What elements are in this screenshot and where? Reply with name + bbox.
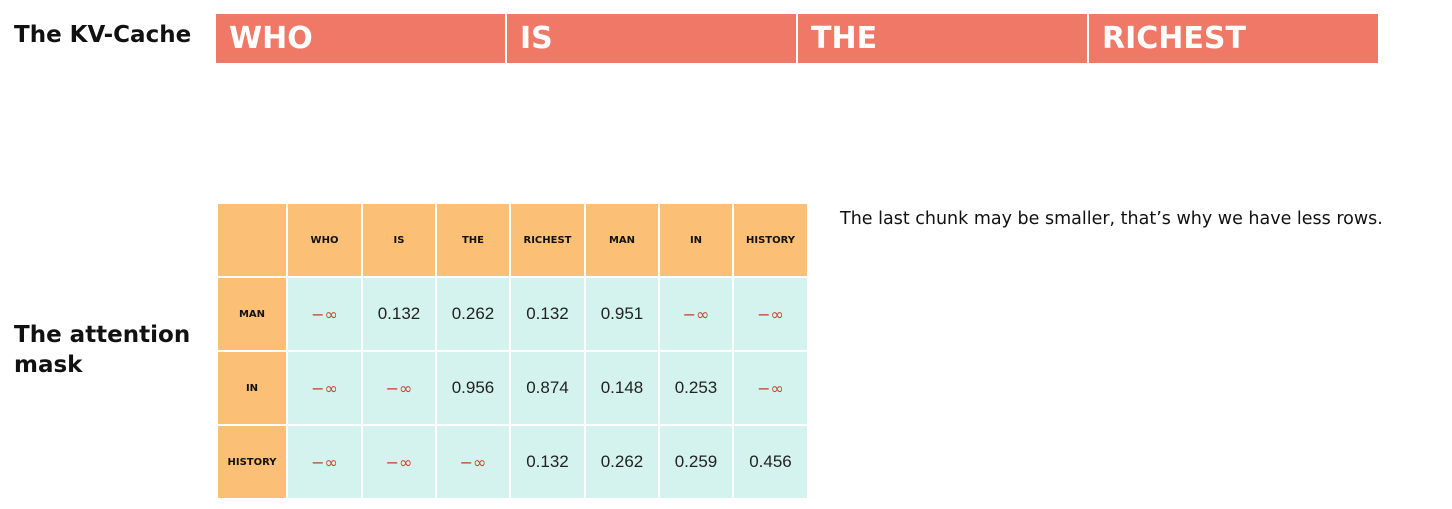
mask-cell: 0.132 [361, 276, 437, 352]
mask-cell: 0.253 [658, 350, 734, 426]
note-text: The last chunk may be smaller, that’s wh… [840, 209, 1383, 229]
mask-cell: 0.148 [584, 350, 660, 426]
mask-row-header: IN [216, 350, 288, 426]
kv-cache-bar: WHO IS THE RICHEST [216, 14, 1378, 63]
mask-cell: −∞ [361, 424, 437, 500]
kv-cache-token: RICHEST [1089, 14, 1378, 63]
mask-cell: −∞ [286, 424, 363, 500]
mask-cell: 0.456 [732, 424, 809, 500]
mask-column-header: MAN [584, 202, 660, 278]
kv-cache-token: IS [507, 14, 798, 63]
mask-row: MAN −∞ 0.132 0.262 0.132 0.951 −∞ −∞ [216, 276, 809, 352]
mask-row-header: HISTORY [216, 424, 288, 500]
mask-column-header: THE [435, 202, 511, 278]
mask-row: IN −∞ −∞ 0.956 0.874 0.148 0.253 −∞ [216, 350, 809, 426]
mask-row-header: MAN [216, 276, 288, 352]
mask-cell: 0.874 [509, 350, 586, 426]
mask-cell: −∞ [658, 276, 734, 352]
mask-cell: −∞ [732, 276, 809, 352]
mask-cell: 0.132 [509, 424, 586, 500]
mask-header-row: WHO IS THE RICHEST MAN IN HISTORY [216, 202, 809, 278]
attention-mask-title: The attention mask [14, 322, 191, 378]
kv-cache-token: THE [798, 14, 1089, 63]
mask-column-header: IS [361, 202, 437, 278]
mask-cell: −∞ [286, 350, 363, 426]
mask-cell: 0.956 [435, 350, 511, 426]
mask-cell: −∞ [286, 276, 363, 352]
kv-cache-title: The KV-Cache [14, 22, 192, 48]
mask-corner-cell [216, 202, 288, 278]
mask-row: HISTORY −∞ −∞ −∞ 0.132 0.262 0.259 0.456 [216, 424, 809, 500]
mask-column-header: RICHEST [509, 202, 586, 278]
mask-column-header: WHO [286, 202, 363, 278]
kv-cache-token: WHO [216, 14, 507, 63]
mask-column-header: IN [658, 202, 734, 278]
mask-cell: 0.262 [435, 276, 511, 352]
mask-cell: −∞ [361, 350, 437, 426]
mask-cell: −∞ [435, 424, 511, 500]
attention-mask-table: WHO IS THE RICHEST MAN IN HISTORY MAN −∞… [216, 202, 809, 500]
mask-cell: −∞ [732, 350, 809, 426]
mask-column-header: HISTORY [732, 202, 809, 278]
mask-cell: 0.951 [584, 276, 660, 352]
mask-cell: 0.259 [658, 424, 734, 500]
mask-cell: 0.132 [509, 276, 586, 352]
mask-cell: 0.262 [584, 424, 660, 500]
